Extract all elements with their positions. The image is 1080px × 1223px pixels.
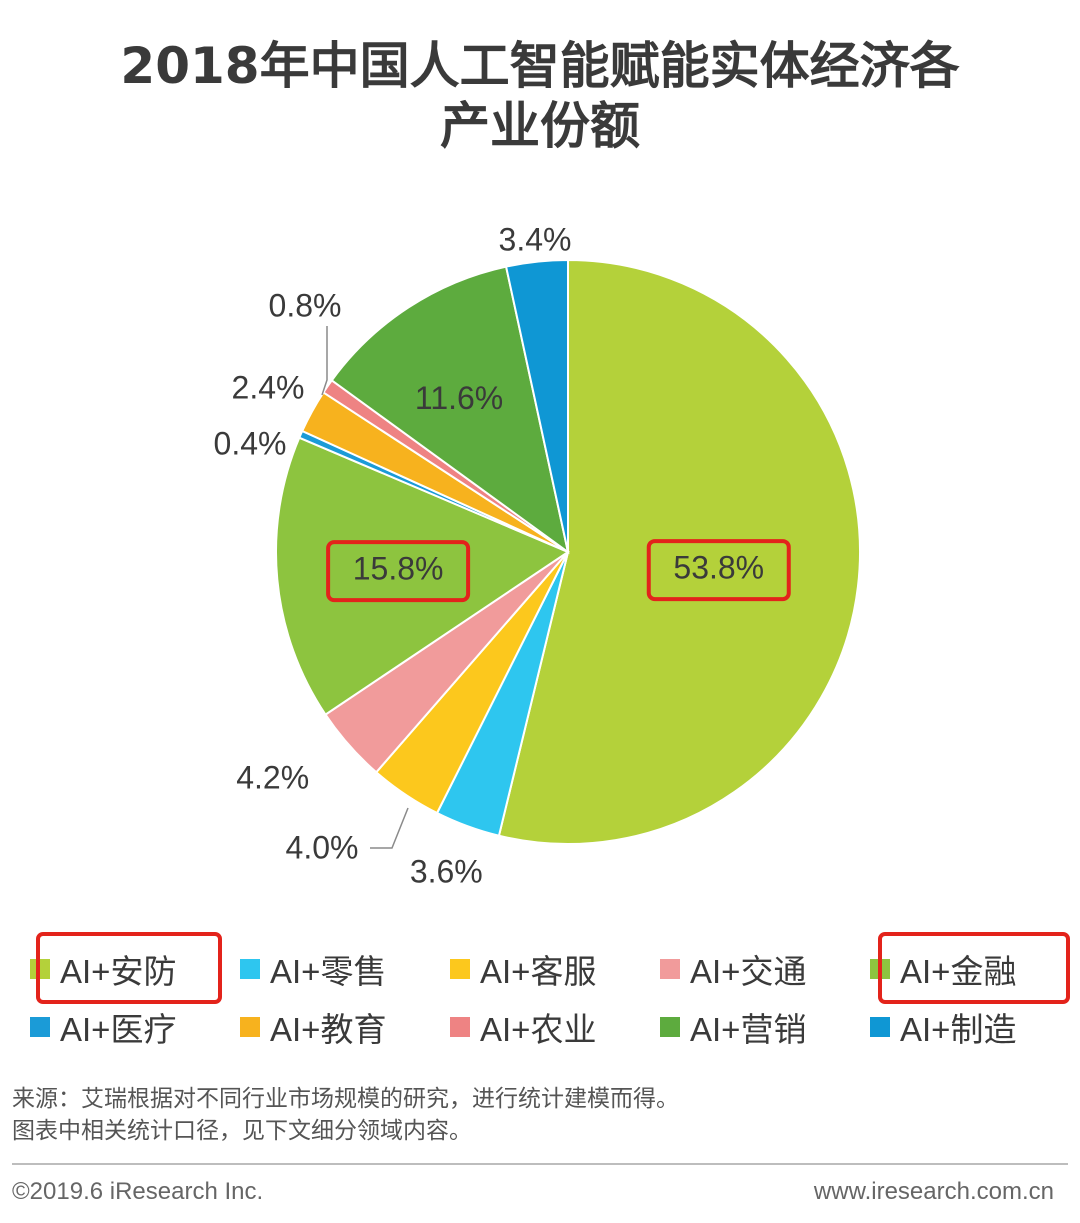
legend-swatch: [240, 959, 260, 979]
legend-item: AI+零售: [240, 945, 450, 993]
copyright-text: ©2019.6 iResearch Inc.: [12, 1178, 264, 1205]
legend-label: AI+教育: [270, 1011, 387, 1048]
pie-slice: [275, 436, 571, 716]
website-link[interactable]: www.iresearch.com.cn: [813, 1178, 1054, 1205]
legend-label: AI+医疗: [60, 1011, 177, 1048]
legend-highlight-finance: [878, 932, 1070, 1004]
pie-slice: [497, 258, 861, 845]
legend-swatch: [660, 1017, 680, 1037]
legend-swatch: [240, 1017, 260, 1037]
chart-title: 2018年中国人工智能赋能实体经济各 产业份额: [0, 36, 1080, 156]
legend-item: AI+医疗: [30, 1003, 240, 1051]
legend-highlight-security: [36, 932, 222, 1004]
footer-divider: [12, 1163, 1068, 1165]
legend: AI+安防 AI+零售 AI+客服 AI+交通 AI+金融 AI+医疗 AI+教育 AI+农…: [30, 940, 1080, 1056]
legend-swatch: [450, 959, 470, 979]
slice-value-label: 4.2%: [236, 760, 309, 796]
pie-slice: [504, 258, 569, 553]
footnote-line-2: 图表中相关统计口径，见下文细分领域内容。: [12, 1118, 472, 1144]
slice-value-label: 15.8%: [353, 551, 444, 587]
footnote-line-1: 来源：艾瑞根据对不同行业市场规模的研究，进行统计建模而得。: [12, 1086, 679, 1112]
legend-item: AI+安防: [30, 945, 240, 993]
legend-label: AI+农业: [480, 1011, 597, 1048]
legend-swatch: [870, 1017, 890, 1037]
legend-item: AI+教育: [240, 1003, 450, 1051]
legend-label: AI+安防: [60, 953, 177, 990]
pie-slice: [330, 265, 570, 555]
legend-swatch: [30, 959, 50, 979]
legend-label: AI+零售: [270, 953, 387, 990]
legend-item: AI+客服: [450, 945, 660, 993]
legend-item: AI+金融: [870, 945, 1080, 993]
slice-value-label: 0.4%: [214, 425, 287, 461]
slice-value-label: 3.6%: [410, 854, 483, 890]
legend-item: AI+交通: [660, 945, 870, 993]
legend-label: AI+金融: [900, 953, 1017, 990]
slice-value-label: 0.8%: [269, 287, 342, 323]
legend-swatch: [660, 959, 680, 979]
legend-label: AI+客服: [480, 953, 597, 990]
slice-value-label: 53.8%: [673, 550, 764, 586]
legend-label: AI+营销: [690, 1011, 807, 1048]
slice-value-label: 3.4%: [499, 221, 572, 257]
legend-item: AI+制造: [870, 1003, 1080, 1051]
legend-label: AI+交通: [690, 953, 807, 990]
legend-row: AI+医疗 AI+教育 AI+农业 AI+营销 AI+制造: [30, 998, 1080, 1056]
chart-title-line1: 2018年中国人工智能赋能实体经济各: [120, 37, 960, 95]
pie-chart: 53.8% 3.6% 4.0% 4.2% 15.8% 0.4% 2.4% 0.8% 11.6% 3…: [214, 221, 861, 890]
legend-item: AI+营销: [660, 1003, 870, 1051]
legend-swatch: [30, 1017, 50, 1037]
slice-value-label: 4.0%: [286, 829, 359, 865]
legend-row: AI+安防 AI+零售 AI+客服 AI+交通 AI+金融: [30, 940, 1080, 998]
value-highlight-box: [646, 539, 791, 602]
legend-item: AI+农业: [450, 1003, 660, 1051]
legend-label: AI+制造: [900, 1011, 1017, 1048]
value-highlight-box: [326, 540, 471, 603]
slice-value-label: 2.4%: [232, 369, 305, 405]
slice-value-label: 11.6%: [415, 380, 503, 416]
source-footnote: 来源：艾瑞根据对不同行业市场规模的研究，进行统计建模而得。 图表中相关统计口径，…: [12, 1083, 679, 1147]
chart-title-line2: 产业份额: [440, 97, 640, 155]
label-leader-line: [370, 807, 409, 849]
legend-swatch: [450, 1017, 470, 1037]
label-leader-line: [321, 326, 328, 396]
